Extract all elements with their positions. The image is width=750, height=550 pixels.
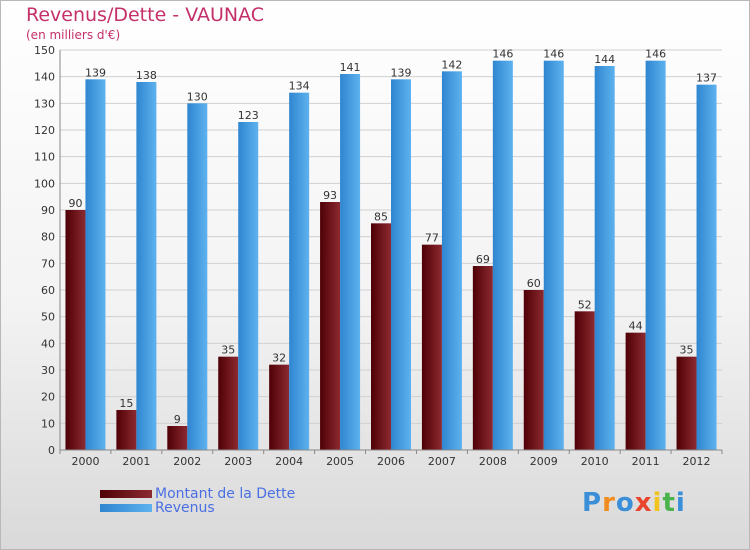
y-tick-label: 10 (41, 417, 55, 430)
y-tick-label: 20 (41, 391, 55, 404)
bar-debt (116, 410, 137, 450)
data-label-revenus: 130 (187, 90, 208, 103)
y-tick-label: 150 (34, 44, 55, 57)
bar-debt (523, 290, 544, 450)
y-tick-label: 80 (41, 231, 55, 244)
bar-revenus (441, 71, 462, 450)
y-tick-label: 100 (34, 177, 55, 190)
proxiti-logo: Proxiti (582, 488, 686, 518)
data-label-revenus: 146 (543, 48, 564, 61)
y-tick-label: 60 (41, 284, 55, 297)
x-tick-label: 2002 (173, 455, 201, 468)
x-tick-label: 2000 (71, 455, 99, 468)
bar-debt (676, 356, 697, 450)
data-label-revenus: 144 (594, 53, 615, 66)
bar-debt (167, 426, 188, 450)
legend-swatch-revenus (100, 504, 152, 512)
bar-revenus (696, 84, 717, 451)
data-label-revenus: 146 (492, 48, 513, 61)
data-label-revenus: 139 (391, 66, 412, 79)
x-tick-label: 2004 (275, 455, 303, 468)
legend-label-revenus: Revenus (155, 500, 215, 516)
bar-debt (625, 332, 646, 450)
y-tick-label: 50 (41, 311, 55, 324)
data-label-revenus: 146 (645, 48, 666, 61)
legend-swatch-debt (100, 490, 152, 498)
bar-debt (269, 364, 290, 450)
bar-debt (472, 266, 493, 450)
legend-label-debt: Montant de la Dette (155, 486, 296, 502)
bar-debt (421, 244, 442, 450)
x-tick-label: 2001 (122, 455, 150, 468)
bar-debt (371, 223, 391, 450)
bar-revenus (85, 79, 106, 450)
bar-debt (320, 202, 341, 450)
bar-revenus (238, 122, 259, 450)
y-tick-label: 90 (41, 204, 55, 217)
y-tick-label: 130 (34, 97, 55, 110)
data-label-debt: 32 (272, 352, 286, 365)
logo-letter: i (675, 488, 686, 518)
x-tick-label: 2011 (632, 455, 660, 468)
y-tick-label: 0 (48, 444, 55, 457)
logo-letter: r (602, 488, 616, 518)
bar-debt (218, 356, 239, 450)
bar-revenus (289, 92, 310, 451)
data-label-debt: 44 (629, 320, 643, 333)
data-label-debt: 9 (174, 413, 181, 426)
y-tick-label: 70 (41, 257, 55, 270)
data-label-debt: 60 (527, 277, 541, 290)
data-label-debt: 85 (374, 210, 388, 223)
bar-revenus (594, 66, 615, 450)
data-label-debt: 93 (323, 189, 337, 202)
logo-letter: o (615, 488, 635, 518)
x-tick-label: 2006 (377, 455, 405, 468)
chart-title: Revenus/Dette - VAUNAC (26, 4, 265, 26)
x-tick-label: 2009 (530, 455, 558, 468)
data-label-revenus: 142 (441, 58, 462, 71)
bar-revenus (187, 103, 208, 450)
data-label-revenus: 141 (340, 61, 361, 74)
data-label-debt: 35 (680, 344, 694, 357)
y-tick-label: 40 (41, 337, 55, 350)
x-tick-label: 2003 (224, 455, 252, 468)
data-label-revenus: 137 (696, 72, 717, 85)
data-label-debt: 77 (425, 232, 439, 245)
x-tick-label: 2012 (683, 455, 711, 468)
data-label-revenus: 134 (289, 80, 310, 93)
legend-item-debt: Montant de la Dette (100, 486, 295, 502)
data-label-revenus: 139 (85, 66, 106, 79)
x-tick-label: 2005 (326, 455, 354, 468)
logo-letter: t (662, 488, 676, 518)
bar-debt (574, 311, 595, 450)
bar-revenus (136, 82, 157, 450)
logo-letter: P (582, 488, 603, 518)
data-label-debt: 52 (578, 298, 592, 311)
x-tick-label: 2010 (581, 455, 609, 468)
bar-revenus (645, 60, 666, 451)
y-tick-label: 110 (34, 151, 55, 164)
data-label-revenus: 123 (238, 109, 259, 122)
bar-revenus (391, 79, 411, 450)
data-label-debt: 35 (221, 344, 235, 357)
x-tick-label: 2008 (479, 455, 507, 468)
data-label-debt: 69 (476, 253, 490, 266)
x-tick-label: 2007 (428, 455, 456, 468)
bar-revenus (340, 74, 361, 450)
data-label-debt: 90 (68, 197, 82, 210)
y-tick-label: 30 (41, 364, 55, 377)
data-label-debt: 15 (119, 397, 133, 410)
legend-item-revenus: Revenus (100, 500, 215, 516)
y-tick-label: 140 (34, 71, 55, 84)
bar-revenus (543, 60, 564, 451)
logo-letter: i (652, 488, 663, 518)
data-label-revenus: 138 (136, 69, 157, 82)
logo-letter: x (634, 488, 653, 518)
bar-revenus (492, 60, 513, 451)
bar-debt (65, 210, 86, 450)
y-tick-label: 120 (34, 124, 55, 137)
chart-subtitle: (en milliers d'€) (26, 28, 121, 42)
